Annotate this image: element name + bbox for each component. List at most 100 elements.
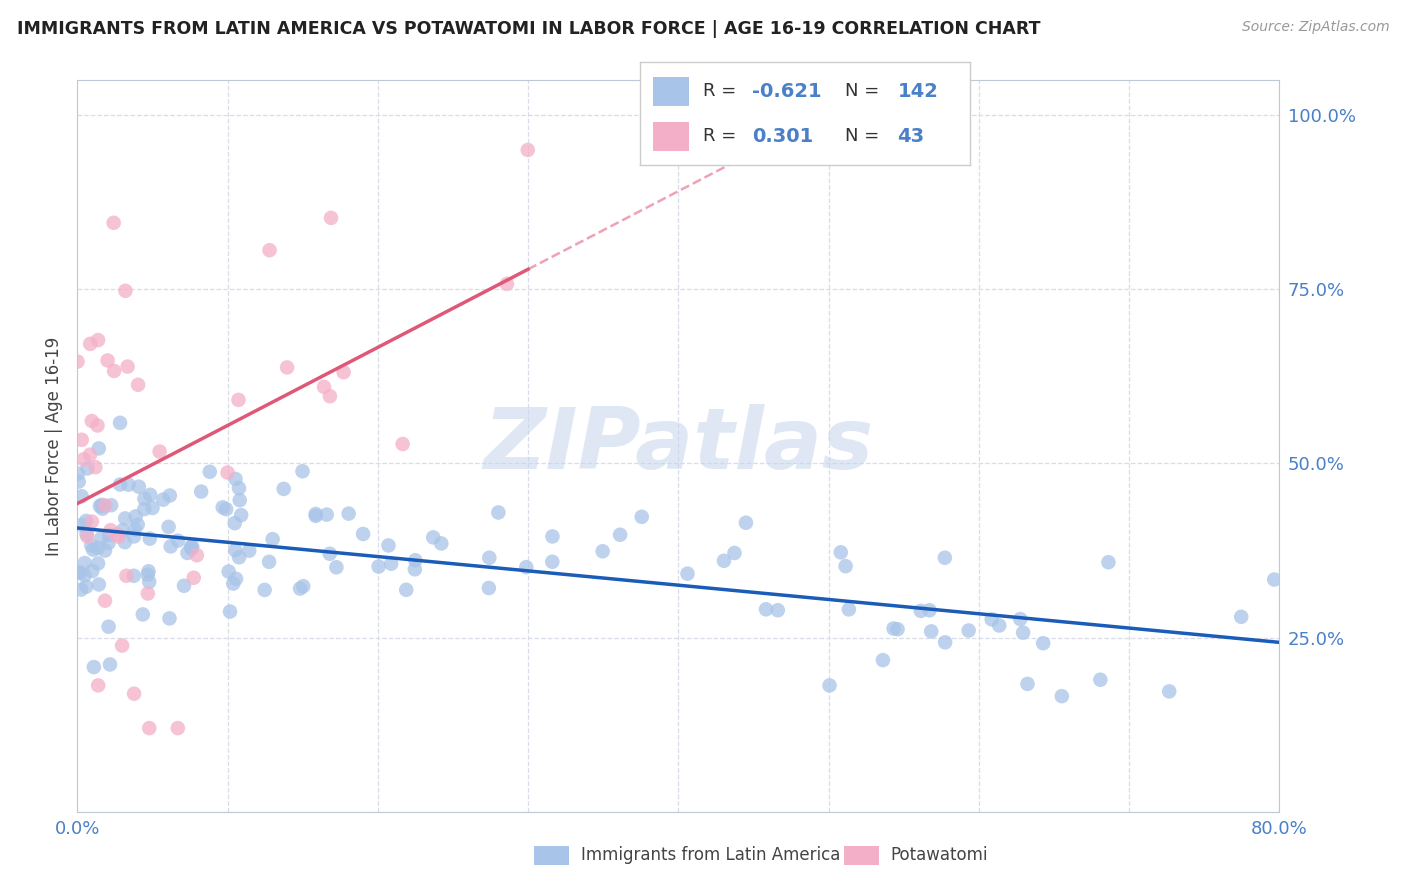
Point xyxy=(94,593,117,607)
Point xyxy=(79,448,101,462)
Point xyxy=(315,508,337,522)
Point xyxy=(138,574,160,589)
Point xyxy=(516,143,538,157)
Point xyxy=(97,620,120,634)
Point xyxy=(90,531,112,545)
Text: 43: 43 xyxy=(897,127,925,145)
Point xyxy=(766,603,789,617)
Point xyxy=(75,514,97,528)
Point xyxy=(228,392,250,407)
Point xyxy=(111,639,134,653)
Point xyxy=(80,414,103,428)
Point xyxy=(132,607,155,622)
Point xyxy=(152,492,174,507)
Point xyxy=(114,284,136,298)
Point xyxy=(114,511,136,525)
Point xyxy=(224,543,246,558)
Point xyxy=(70,433,93,447)
Point xyxy=(103,364,125,378)
Point xyxy=(1263,573,1285,587)
Text: Immigrants from Latin America: Immigrants from Latin America xyxy=(581,847,839,864)
Point xyxy=(66,467,89,481)
Point xyxy=(380,557,402,571)
Point xyxy=(66,565,89,579)
Point xyxy=(66,354,89,368)
Point xyxy=(630,509,652,524)
Point xyxy=(337,507,360,521)
Point xyxy=(541,529,564,543)
Point xyxy=(218,565,240,579)
Point xyxy=(138,721,160,735)
Point xyxy=(231,508,253,523)
Point xyxy=(72,452,94,467)
Point xyxy=(139,488,162,502)
Point xyxy=(122,529,145,543)
Point xyxy=(515,560,537,574)
Point xyxy=(166,721,188,735)
Point xyxy=(1010,612,1032,626)
Point xyxy=(111,523,134,537)
Point xyxy=(934,635,956,649)
Point xyxy=(211,500,233,515)
Point xyxy=(957,624,980,638)
Point xyxy=(134,491,156,506)
Point xyxy=(157,520,180,534)
Point xyxy=(134,502,156,516)
Point xyxy=(319,547,342,561)
Point xyxy=(181,540,204,554)
Point xyxy=(84,460,107,475)
Point xyxy=(73,568,96,582)
Bar xyxy=(652,122,689,151)
Point xyxy=(980,612,1002,626)
Point xyxy=(834,559,856,574)
Point xyxy=(422,530,444,544)
Point xyxy=(80,515,103,529)
Text: ZIPatlas: ZIPatlas xyxy=(484,404,873,488)
Point xyxy=(180,541,202,556)
Point xyxy=(988,618,1011,632)
Point xyxy=(82,564,104,578)
Point xyxy=(430,536,453,550)
Point xyxy=(276,360,298,375)
Point xyxy=(676,566,699,581)
Point xyxy=(395,582,418,597)
Point xyxy=(89,499,111,513)
Point xyxy=(108,477,131,491)
Point xyxy=(97,536,120,550)
Point xyxy=(159,489,181,503)
Point xyxy=(830,545,852,559)
Point xyxy=(404,553,426,567)
Point xyxy=(224,472,246,486)
Point xyxy=(139,532,162,546)
Point xyxy=(224,516,246,530)
Point xyxy=(186,548,208,562)
Point xyxy=(167,533,190,548)
Point xyxy=(176,546,198,560)
Point xyxy=(319,389,342,403)
Bar xyxy=(652,77,689,105)
Point xyxy=(215,502,238,516)
Point xyxy=(1090,673,1112,687)
Point xyxy=(86,418,108,433)
Point xyxy=(190,484,212,499)
Point xyxy=(367,559,389,574)
Point xyxy=(225,572,247,586)
Point xyxy=(87,442,110,456)
Point xyxy=(159,540,181,554)
Point xyxy=(325,560,347,574)
Point xyxy=(80,539,103,553)
Point xyxy=(312,380,335,394)
Y-axis label: In Labor Force | Age 16-19: In Labor Force | Age 16-19 xyxy=(45,336,63,556)
Point xyxy=(87,541,110,556)
Point xyxy=(723,546,745,560)
Point xyxy=(90,498,112,512)
Point xyxy=(107,530,129,544)
Point xyxy=(486,506,509,520)
Point xyxy=(288,582,311,596)
Point xyxy=(273,482,295,496)
Point xyxy=(735,516,758,530)
Text: N =: N = xyxy=(845,82,884,100)
Point xyxy=(125,509,148,524)
Point xyxy=(305,508,328,523)
Point xyxy=(124,522,146,536)
